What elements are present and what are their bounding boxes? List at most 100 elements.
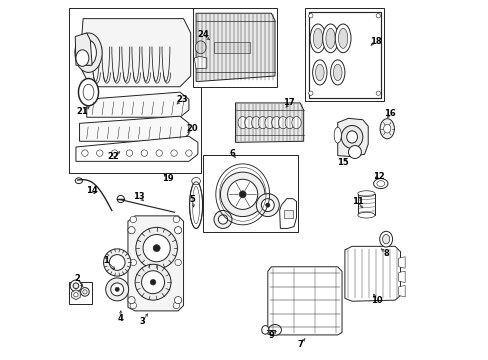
Ellipse shape bbox=[383, 125, 390, 133]
Ellipse shape bbox=[338, 28, 347, 48]
Ellipse shape bbox=[105, 278, 128, 301]
Ellipse shape bbox=[109, 255, 125, 270]
Polygon shape bbox=[344, 246, 400, 301]
Text: 17: 17 bbox=[283, 98, 295, 107]
Text: 15: 15 bbox=[337, 158, 348, 167]
Ellipse shape bbox=[330, 60, 344, 85]
Text: 13: 13 bbox=[133, 192, 144, 201]
Polygon shape bbox=[76, 136, 198, 161]
Ellipse shape bbox=[268, 324, 281, 335]
Ellipse shape bbox=[135, 264, 171, 300]
Text: 23: 23 bbox=[176, 95, 187, 104]
Ellipse shape bbox=[130, 259, 136, 266]
Ellipse shape bbox=[375, 91, 380, 95]
Ellipse shape bbox=[75, 33, 102, 72]
Bar bbox=[305, 8, 384, 101]
Bar bbox=[357, 194, 374, 215]
Polygon shape bbox=[398, 285, 405, 297]
Ellipse shape bbox=[115, 287, 119, 292]
Text: 18: 18 bbox=[369, 37, 381, 46]
Text: 19: 19 bbox=[161, 174, 173, 183]
Ellipse shape bbox=[76, 50, 89, 66]
Ellipse shape bbox=[82, 290, 87, 294]
Ellipse shape bbox=[239, 191, 246, 198]
Ellipse shape bbox=[150, 279, 156, 285]
Ellipse shape bbox=[174, 226, 182, 234]
Text: 21: 21 bbox=[77, 107, 88, 116]
Ellipse shape bbox=[264, 117, 274, 129]
Text: 7: 7 bbox=[297, 340, 303, 349]
Ellipse shape bbox=[81, 288, 89, 296]
Text: 11: 11 bbox=[351, 197, 363, 206]
Ellipse shape bbox=[174, 297, 182, 304]
Ellipse shape bbox=[325, 28, 335, 48]
Ellipse shape bbox=[271, 117, 281, 129]
Ellipse shape bbox=[96, 150, 103, 156]
Ellipse shape bbox=[348, 145, 361, 158]
Ellipse shape bbox=[173, 216, 179, 223]
Ellipse shape bbox=[156, 150, 162, 156]
Ellipse shape bbox=[308, 91, 312, 95]
Ellipse shape bbox=[312, 60, 326, 85]
Text: 24: 24 bbox=[197, 30, 209, 39]
Ellipse shape bbox=[335, 24, 350, 53]
Bar bbox=[214, 42, 249, 53]
Ellipse shape bbox=[110, 283, 123, 296]
Ellipse shape bbox=[379, 231, 392, 247]
Bar bbox=[308, 12, 380, 98]
Ellipse shape bbox=[220, 172, 264, 217]
Ellipse shape bbox=[185, 150, 192, 156]
Ellipse shape bbox=[81, 40, 96, 65]
Text: 14: 14 bbox=[86, 186, 98, 195]
Text: 20: 20 bbox=[186, 123, 198, 132]
Ellipse shape bbox=[117, 195, 124, 203]
Polygon shape bbox=[80, 116, 188, 141]
Text: 10: 10 bbox=[370, 296, 382, 305]
Ellipse shape bbox=[308, 14, 312, 18]
Bar bbox=[69, 8, 201, 173]
Polygon shape bbox=[398, 271, 405, 283]
Ellipse shape bbox=[73, 283, 79, 289]
Ellipse shape bbox=[214, 211, 231, 228]
Ellipse shape bbox=[83, 84, 94, 100]
Ellipse shape bbox=[141, 150, 147, 156]
Polygon shape bbox=[279, 199, 296, 228]
Text: 1: 1 bbox=[103, 256, 109, 265]
Ellipse shape bbox=[136, 227, 177, 269]
Ellipse shape bbox=[170, 150, 177, 156]
Ellipse shape bbox=[376, 181, 384, 186]
Text: 6: 6 bbox=[228, 149, 234, 158]
Ellipse shape bbox=[322, 24, 338, 53]
Polygon shape bbox=[86, 92, 188, 117]
Polygon shape bbox=[235, 103, 303, 142]
Text: 8: 8 bbox=[383, 249, 388, 258]
Ellipse shape bbox=[315, 64, 324, 81]
Ellipse shape bbox=[195, 41, 206, 54]
Ellipse shape bbox=[373, 179, 387, 189]
Text: 16: 16 bbox=[383, 109, 395, 118]
Ellipse shape bbox=[130, 216, 136, 223]
Polygon shape bbox=[128, 216, 183, 311]
Ellipse shape bbox=[313, 28, 322, 48]
Polygon shape bbox=[194, 56, 206, 69]
Ellipse shape bbox=[191, 177, 200, 185]
Ellipse shape bbox=[251, 117, 260, 129]
Ellipse shape bbox=[261, 199, 274, 212]
Bar bbox=[192, 8, 276, 87]
Ellipse shape bbox=[238, 117, 247, 129]
Ellipse shape bbox=[382, 234, 389, 244]
Ellipse shape bbox=[278, 117, 287, 129]
Bar bbox=[69, 282, 92, 304]
Ellipse shape bbox=[357, 191, 374, 197]
Ellipse shape bbox=[333, 64, 341, 81]
Ellipse shape bbox=[357, 212, 374, 218]
Polygon shape bbox=[71, 290, 80, 300]
Ellipse shape bbox=[291, 117, 301, 129]
Ellipse shape bbox=[142, 234, 170, 262]
Polygon shape bbox=[80, 19, 190, 87]
Text: 12: 12 bbox=[372, 172, 384, 181]
Ellipse shape bbox=[111, 150, 118, 156]
Ellipse shape bbox=[81, 150, 88, 156]
Ellipse shape bbox=[309, 24, 325, 53]
Text: 3: 3 bbox=[139, 317, 145, 326]
